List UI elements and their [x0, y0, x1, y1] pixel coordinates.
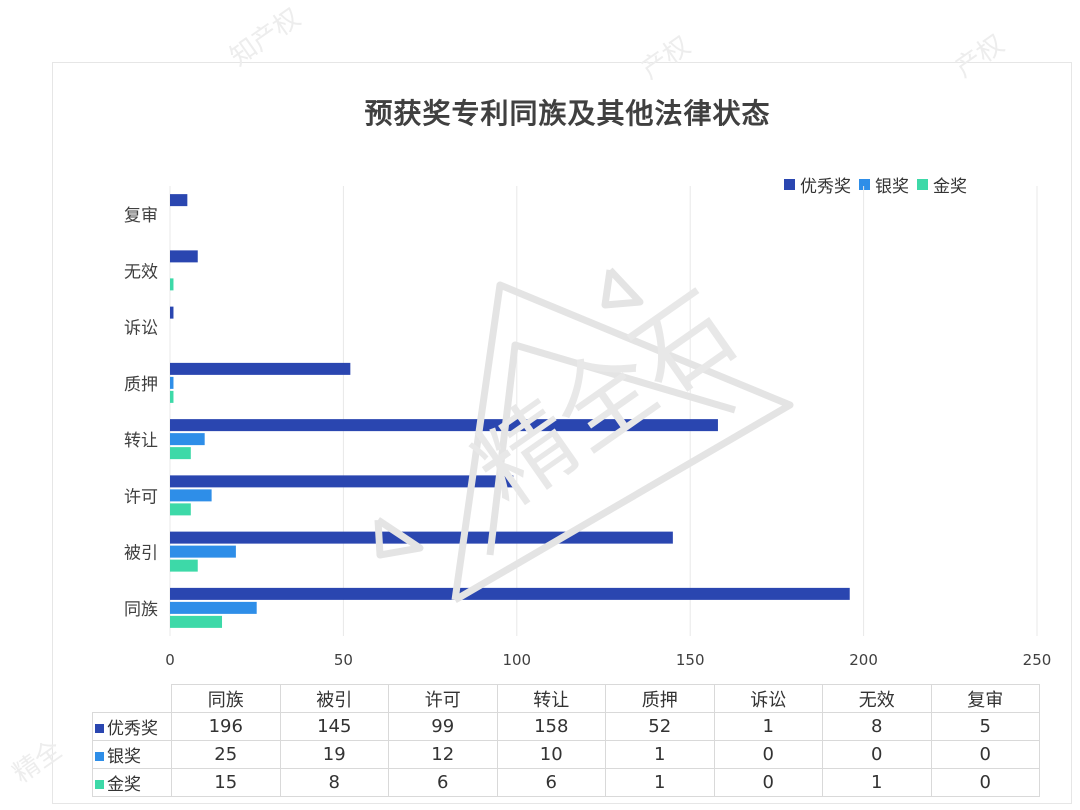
x-tick-label: 200 [849, 651, 878, 669]
table-cell: 99 [388, 712, 498, 741]
table-header-cell: 复审 [930, 684, 1040, 713]
table-legend-swatch [95, 724, 104, 733]
legend-label-series-1: 优秀奖 [800, 176, 851, 197]
table-row: 金奖 15 8 6 6 1 0 1 0 [92, 768, 1040, 797]
table-cell: 0 [713, 740, 823, 769]
bar-3-1 [170, 615, 223, 628]
table-header-cell: 转让 [496, 684, 606, 713]
table-row: 银奖 25 19 12 10 1 0 0 0 [92, 740, 1040, 769]
table-cell: 12 [388, 740, 498, 769]
table-corner [92, 684, 172, 713]
bar-1-8 [170, 194, 188, 207]
table-series-name: 金奖 [107, 775, 141, 795]
bar-2-2 [170, 545, 236, 558]
category-label: 无效 [124, 262, 158, 282]
table-cell: 0 [930, 768, 1040, 797]
table-header-cell: 被引 [279, 684, 389, 713]
legend-label-series-2: 银奖 [875, 176, 909, 197]
table-cell: 0 [713, 768, 823, 797]
bar-1-1 [170, 587, 850, 600]
bar-3-2 [170, 559, 198, 572]
bar-1-5 [170, 362, 351, 375]
legend-item-series-2: 银奖 [859, 172, 909, 197]
table-row-header: 银奖 [92, 740, 172, 769]
bar-3-7 [170, 278, 174, 291]
table-header-cell: 许可 [388, 684, 498, 713]
table-cell: 15 [171, 768, 281, 797]
category-label: 转让 [124, 431, 158, 451]
x-tick-label: 150 [676, 651, 705, 669]
table-header-cell: 质押 [605, 684, 715, 713]
table-cell: 1 [605, 740, 715, 769]
category-label: 许可 [124, 487, 158, 507]
category-label: 质押 [124, 375, 158, 395]
category-label: 诉讼 [124, 319, 158, 339]
category-label: 被引 [124, 544, 158, 564]
table-cell: 6 [496, 768, 606, 797]
table-cell: 1 [713, 712, 823, 741]
table-cell: 1 [605, 768, 715, 797]
legend-item-series-1: 优秀奖 [784, 172, 851, 197]
bar-1-2 [170, 531, 673, 544]
table-cell: 5 [930, 712, 1040, 741]
bar-1-7 [170, 250, 198, 263]
table-cell: 52 [605, 712, 715, 741]
legend-swatch-series-1 [784, 178, 795, 190]
table-legend-swatch [95, 780, 104, 789]
bar-3-3 [170, 503, 191, 516]
legend-label-series-3: 金奖 [933, 176, 967, 197]
chart-legend: 优秀奖 银奖 金奖 [784, 172, 975, 197]
bar-2-5 [170, 376, 174, 389]
bar-1-4 [170, 419, 718, 432]
table-cell: 145 [279, 712, 389, 741]
x-tick-label: 50 [334, 651, 353, 669]
table-series-name: 优秀奖 [107, 719, 158, 739]
bar-1-6 [170, 306, 174, 319]
table-cell: 158 [496, 712, 606, 741]
table-row-header: 金奖 [92, 768, 172, 797]
chart-title: 预获奖专利同族及其他法律状态 [364, 97, 771, 130]
table-cell: 6 [388, 768, 498, 797]
bar-2-3 [170, 489, 212, 502]
table-header-cell: 无效 [822, 684, 932, 713]
table-series-name: 银奖 [107, 747, 141, 767]
bar-2-1 [170, 601, 257, 614]
x-tick-label: 0 [165, 651, 175, 669]
table-cell: 8 [822, 712, 932, 741]
bar-3-4 [170, 447, 191, 460]
table-row: 优秀奖 196 145 99 158 52 1 8 5 [92, 712, 1040, 741]
table-cell: 196 [171, 712, 281, 741]
table-cell: 25 [171, 740, 281, 769]
table-header-cell: 同族 [171, 684, 281, 713]
legend-swatch-series-3 [917, 178, 928, 190]
table-cell: 1 [822, 768, 932, 797]
category-label: 同族 [124, 600, 158, 620]
table-cell: 10 [496, 740, 606, 769]
table-header-row: 同族 被引 许可 转让 质押 诉讼 无效 复审 [92, 684, 1040, 713]
legend-swatch-series-2 [859, 178, 870, 190]
x-tick-label: 250 [1023, 651, 1052, 669]
x-tick-label: 100 [502, 651, 531, 669]
bar-2-4 [170, 433, 205, 446]
table-cell: 0 [930, 740, 1040, 769]
category-label: 复审 [124, 206, 158, 226]
legend-item-series-3: 金奖 [917, 172, 967, 197]
bar-3-5 [170, 390, 174, 403]
table-cell: 0 [822, 740, 932, 769]
bar-1-3 [170, 475, 514, 488]
data-table: 同族 被引 许可 转让 质押 诉讼 无效 复审 优秀奖 196 145 99 158 52 1 8 5 银奖 25 1… [92, 684, 1040, 797]
table-header-cell: 诉讼 [713, 684, 823, 713]
table-row-header: 优秀奖 [92, 712, 172, 741]
table-cell: 8 [279, 768, 389, 797]
table-legend-swatch [95, 752, 104, 761]
table-cell: 19 [279, 740, 389, 769]
